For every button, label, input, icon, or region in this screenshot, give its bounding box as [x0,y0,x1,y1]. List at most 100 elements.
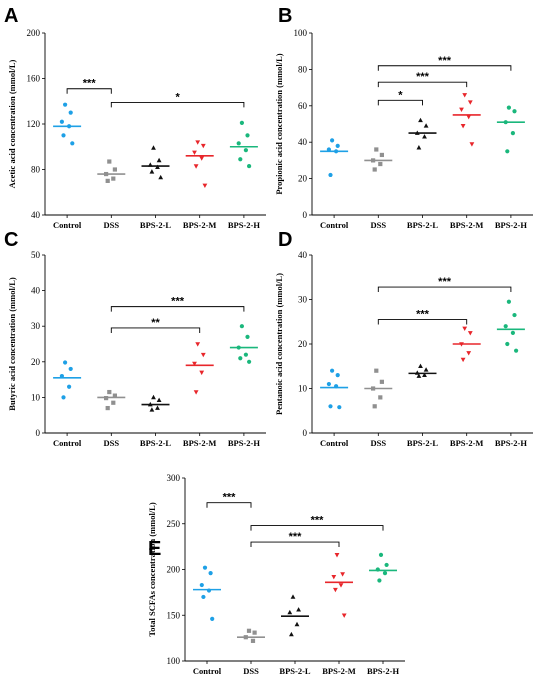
y-tick-label: 150 [167,610,181,620]
data-point [466,114,472,120]
data-point [374,147,379,152]
data-point [111,400,116,405]
data-point [372,404,377,409]
data-point [199,370,205,376]
data-point [59,373,64,379]
data-point [510,131,515,136]
category-label: BPS-2-L [140,438,172,448]
data-point [202,565,208,570]
significance-label: *** [289,531,303,543]
y-tick-label: 200 [167,565,181,575]
y-tick-label: 20 [31,357,41,367]
data-point [155,164,160,170]
category-label: Control [320,438,349,448]
y-axis-title: Pentanoic acid concentration (mmol/L) [274,273,284,415]
significance-bracket [377,319,468,325]
significance-label: * [398,89,403,101]
data-point [374,368,379,373]
significance-bracket [377,65,512,71]
significance-label: * [175,91,180,103]
y-axis-title: Butyric acid concentration (mmol/L) [7,277,17,411]
data-point [335,373,340,378]
significance-label: *** [438,276,452,288]
y-tick-label: 30 [31,321,41,331]
data-point [382,571,388,576]
data-point [375,567,380,572]
data-point [149,169,155,174]
data-point [371,158,376,163]
data-point [238,356,243,361]
data-point [200,352,206,358]
category-label: BPS-2-L [407,438,439,448]
data-point [192,150,197,156]
data-point [330,368,335,373]
y-axis-title: Acetic acid concentration (mmol/L) [7,60,17,189]
data-point [414,370,420,375]
significance-bracket [110,327,201,333]
data-point [384,562,389,568]
data-point [193,164,199,169]
data-point [296,607,301,612]
category-label: BPS-2-L [279,666,311,676]
data-point [290,594,296,599]
y-tick-label: 0 [303,428,308,438]
data-point [104,396,109,401]
y-tick-label: 200 [27,28,41,38]
data-point [252,630,257,635]
y-tick-label: 100 [167,656,181,666]
data-point [247,163,252,169]
y-tick-label: 40 [298,137,308,147]
data-point [506,299,511,304]
category-label: Control [193,666,222,676]
data-point [372,167,377,172]
data-point [466,351,472,356]
panel-letter: E [148,538,161,560]
y-tick-label: 80 [298,64,308,74]
y-tick-label: 80 [31,165,41,175]
data-point [418,363,423,369]
data-point [326,147,331,152]
data-point [236,345,241,350]
data-point [377,578,382,583]
y-tick-label: 120 [27,119,41,129]
panel-letter: A [4,5,18,27]
significance-label: *** [438,55,452,67]
data-point [334,149,339,154]
data-point [416,145,422,150]
y-tick-label: 10 [31,392,41,402]
data-point [379,379,384,384]
significance-bracket [377,81,468,88]
panel-c: C 0 10 20 30 40 50 Butyric acid concentration (… [4,229,266,448]
data-point [378,552,384,557]
category-label: BPS-2-H [495,438,528,448]
significance-label: *** [416,309,430,321]
data-point [195,140,201,145]
data-point [510,330,515,335]
data-point [105,178,110,183]
data-point [107,389,112,395]
y-tick-label: 250 [167,519,181,529]
data-point [334,553,340,558]
data-point [200,143,206,149]
data-point [112,393,117,398]
data-point [423,367,429,372]
data-point [61,395,66,400]
data-point [416,373,422,378]
data-point [335,143,340,148]
significance-bracket [250,525,384,531]
data-point [337,405,342,410]
data-point [469,142,475,147]
category-label: BPS-2-H [228,438,261,448]
panel-e: E 100 150 200 250 300 Total SCFAs concentratio… [147,473,405,676]
category-label: BPS-2-M [322,666,356,676]
data-point [151,145,156,150]
y-tick-label: 0 [303,210,308,220]
significance-bracket [250,541,340,548]
data-point [147,401,153,407]
data-point [341,613,347,618]
panel-a: A 40 80 120 160 200 Acetic acid concentration … [4,5,266,230]
category-label: DSS [243,666,259,676]
data-point [192,361,197,367]
data-point [206,588,212,593]
data-point [243,148,248,153]
